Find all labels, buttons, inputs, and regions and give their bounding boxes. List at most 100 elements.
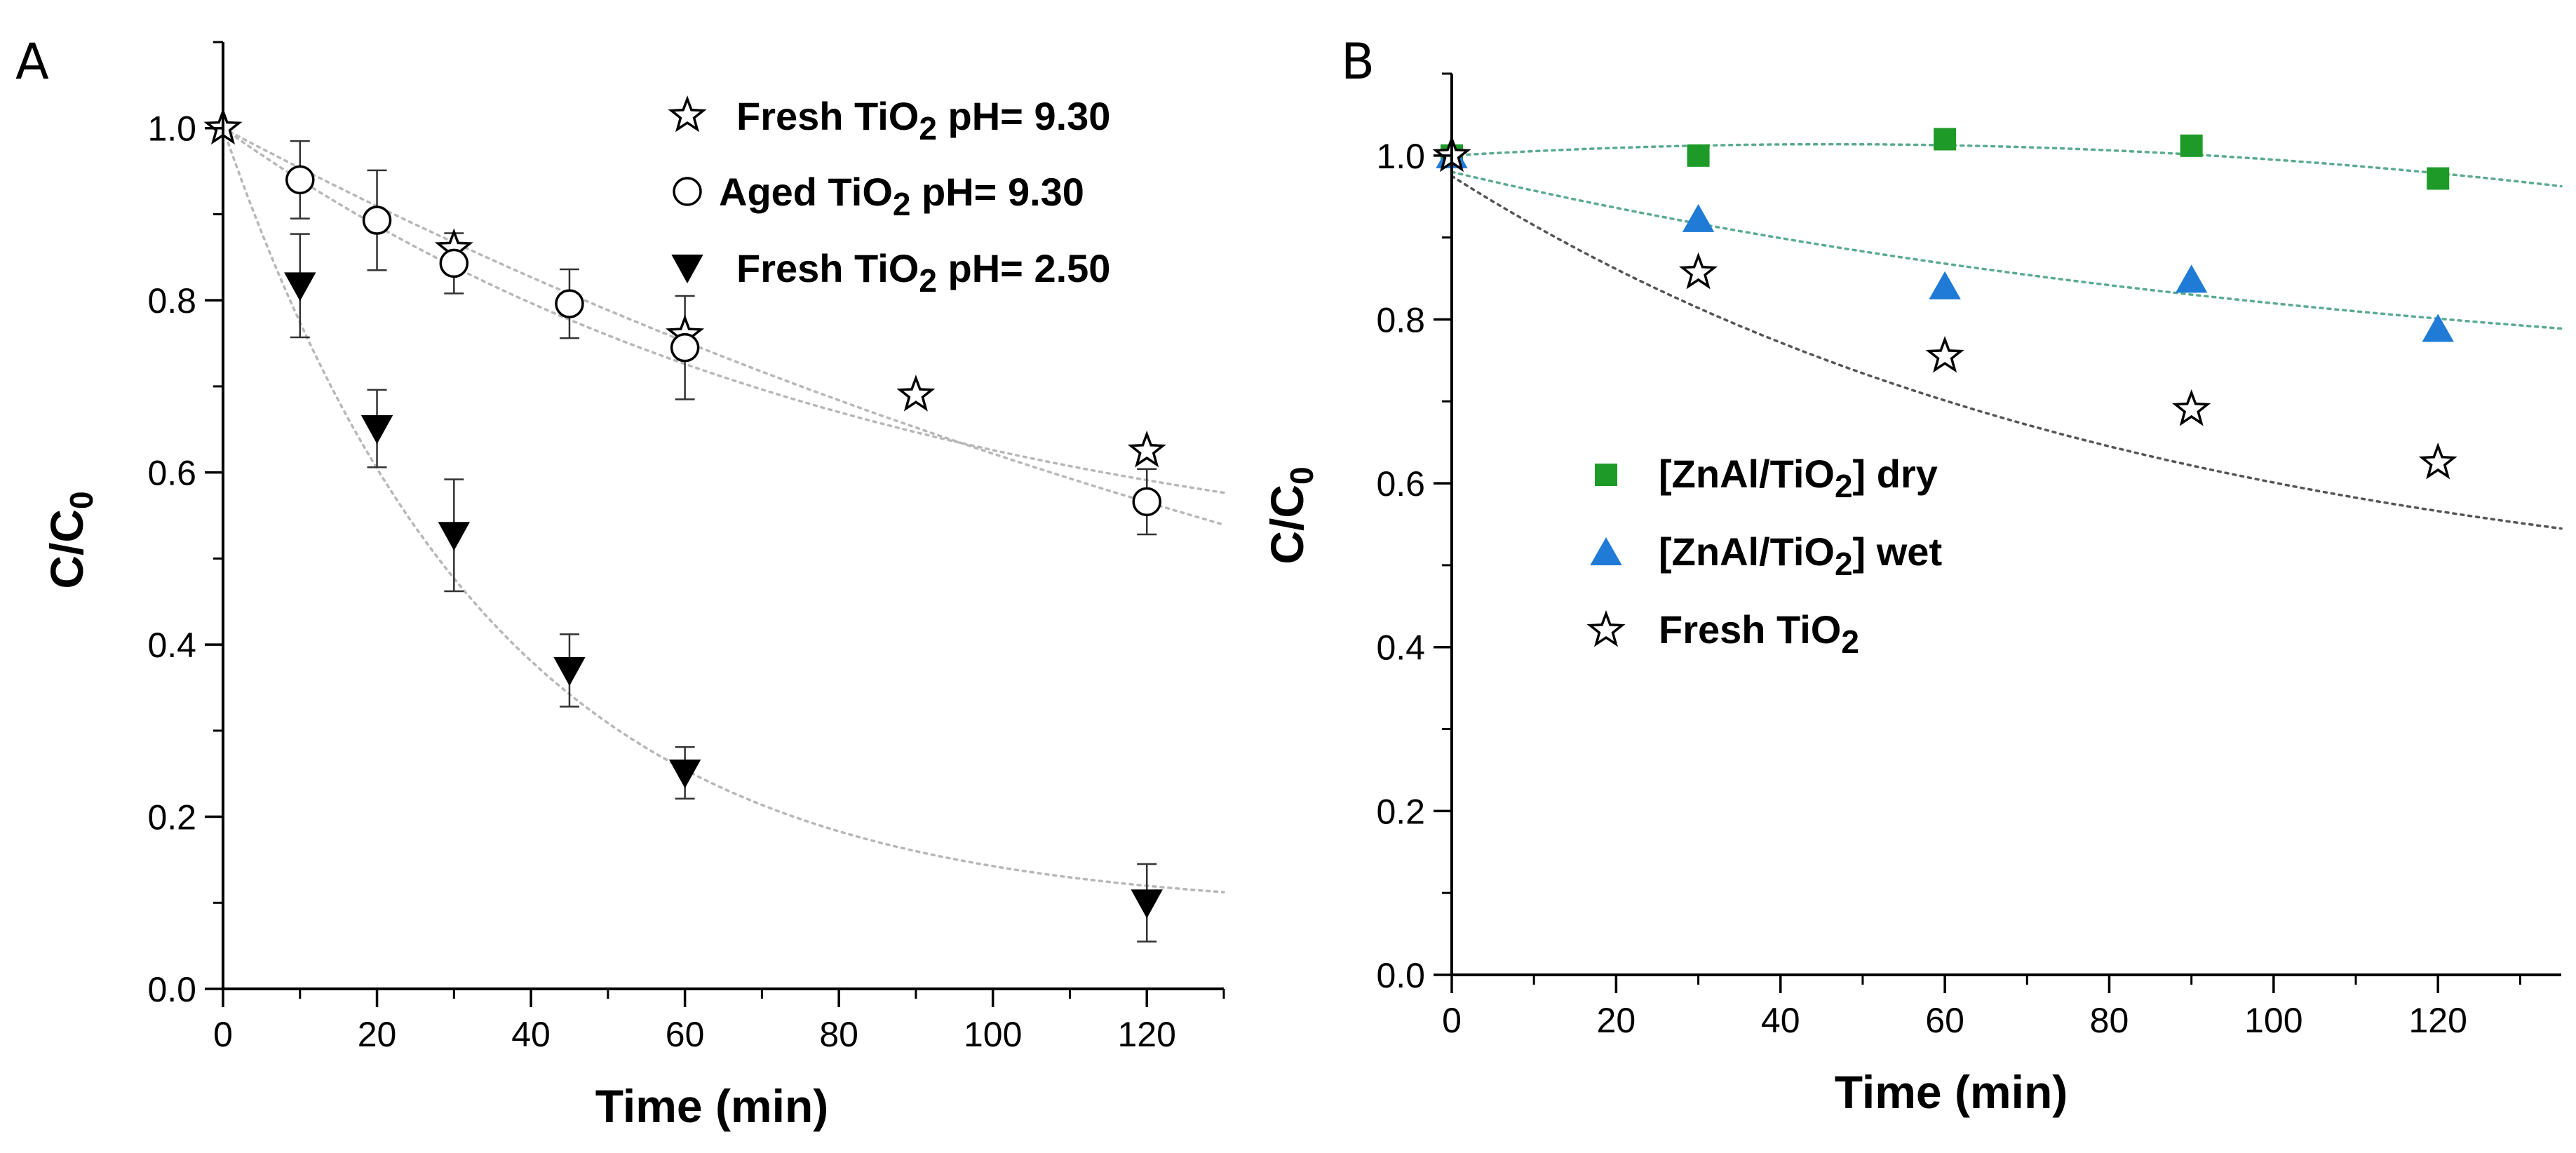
y-tick-labels: 0.0 0.2 0.4 0.6 0.8 1.0: [1376, 137, 1425, 995]
fit-curve: [222, 126, 1225, 526]
x-tick-label: 40: [511, 1015, 551, 1054]
data-point-circle: [439, 248, 469, 278]
legend-label: Fresh TiO2 pH= 9.30: [736, 94, 1110, 147]
data-point-triangle-up: [2422, 313, 2454, 342]
chart-panel-b: 0 20 40 60 80 100 120 0.0 0.2 0.4 0.6 0.8 1.0 Time …: [1261, 72, 2563, 1118]
legend: [ZnAl/TiO2] dry [ZnAl/TiO2] wet Fresh Ti…: [1586, 452, 1942, 660]
data-point-triangle-down: [360, 415, 393, 445]
data-point-star: [1678, 252, 1718, 290]
x-tick-label: 60: [666, 1015, 705, 1054]
y-tick-label: 0.8: [147, 281, 196, 321]
legend-label: Aged TiO2 pH= 9.30: [719, 170, 1084, 222]
data-point-square: [1687, 144, 1710, 167]
legend: Fresh TiO2 pH= 9.30 Aged TiO2 pH= 9.30 F…: [668, 94, 1110, 299]
data-points: [1432, 128, 2457, 480]
data-point-triangle-down: [438, 522, 471, 551]
legend-marker-circle: [673, 177, 702, 206]
fit-curve: [1450, 170, 2563, 330]
data-point-circle: [285, 165, 315, 195]
data-point-star: [1925, 335, 1964, 373]
data-point-square: [1934, 128, 1957, 151]
axes: [1434, 72, 2561, 993]
data-point-star: [668, 95, 707, 133]
data-point-star: [2172, 389, 2211, 426]
data-point-circle: [1132, 487, 1161, 517]
y-tick-label: 0.2: [147, 798, 196, 837]
x-tick-label: 60: [1925, 1001, 1964, 1040]
legend-marker-square: [1595, 464, 1617, 486]
fit-curve: [1450, 175, 2563, 530]
legend-item: [ZnAl/TiO2] wet: [1590, 530, 1942, 582]
fit-curves: [222, 126, 1225, 894]
legend-label: [ZnAl/TiO2] dry: [1659, 452, 1938, 504]
y-tick-label: 0.0: [1376, 956, 1425, 995]
x-tick-label: 0: [213, 1015, 233, 1054]
x-tick-label: 20: [358, 1015, 397, 1054]
y-tick-label: 0.2: [1376, 792, 1425, 831]
y-tick-label: 0.6: [1376, 464, 1425, 504]
data-point-star: [1586, 609, 1626, 647]
legend-marker-triangle-down: [671, 255, 703, 284]
axes: [205, 41, 1225, 1007]
x-tick-label: 120: [1118, 1015, 1176, 1054]
legend-item: Aged TiO2 pH= 9.30: [673, 170, 1084, 222]
legend-label: Fresh TiO2: [1659, 607, 1859, 660]
y-tick-labels: 0.0 0.2 0.4 0.6 0.8 1.0: [147, 109, 196, 1009]
fit-curve: [1450, 142, 2563, 188]
x-tick-label: 0: [1442, 1001, 1462, 1040]
x-axis-title: Time (min): [1835, 1066, 2068, 1118]
data-point-circle: [670, 332, 700, 363]
y-tick-label: 0.4: [147, 626, 196, 665]
legend-marker-triangle-up: [1590, 537, 1622, 565]
y-tick-label: 1.0: [147, 109, 196, 149]
chart-panel-a: 0 20 40 60 80 100 120 0.0 0.2 0.4 0.6 0.8 1.0 Time …: [41, 41, 1225, 1132]
fit-curves: [1450, 142, 2563, 530]
data-point-star: [2418, 442, 2457, 480]
data-point-triangle-up: [1590, 537, 1622, 565]
data-point-triangle-up: [1929, 271, 1961, 299]
data-point-circle: [673, 177, 702, 206]
fit-curve: [222, 126, 1225, 894]
data-point-square: [2180, 134, 2203, 157]
data-point-triangle-down: [671, 255, 703, 284]
y-axis-title: C/C0: [41, 491, 100, 588]
y-tick-label: 0.4: [1376, 628, 1425, 668]
x-tick-label: 80: [819, 1015, 858, 1054]
y-axis-title: C/C0: [1261, 466, 1320, 564]
x-tick-label: 20: [1597, 1001, 1636, 1040]
x-tick-labels: 0 20 40 60 80 100 120: [1442, 1001, 2467, 1040]
legend-item: [ZnAl/TiO2] dry: [1595, 452, 1938, 504]
data-point-triangle-down: [668, 759, 701, 789]
data-point-triangle-up: [1682, 203, 1715, 232]
legend-marker-star: [1586, 609, 1626, 647]
y-tick-label: 0.0: [147, 970, 196, 1009]
y-tick-label: 0.8: [1376, 300, 1425, 339]
x-tick-label: 40: [1761, 1001, 1800, 1040]
data-point-triangle-down: [1131, 889, 1163, 919]
legend-item: Fresh TiO2 pH= 2.50: [671, 246, 1110, 299]
data-point-triangle-down: [284, 272, 316, 302]
x-tick-label: 100: [964, 1015, 1022, 1054]
x-axis-title: Time (min): [595, 1080, 828, 1132]
x-tick-label: 80: [2090, 1001, 2129, 1040]
data-point-triangle-down: [553, 656, 586, 686]
data-points: [203, 107, 1166, 919]
legend-label: [ZnAl/TiO2] wet: [1659, 530, 1942, 582]
fit-curve: [222, 126, 1225, 494]
panel-b-label: B: [1341, 33, 1375, 90]
panel-a-label: A: [15, 33, 49, 90]
y-tick-label: 0.6: [147, 454, 196, 493]
legend-item: Fresh TiO2: [1586, 607, 1859, 660]
data-point-triangle-up: [2175, 264, 2208, 293]
legend-marker-star: [668, 95, 707, 133]
legend-label: Fresh TiO2 pH= 2.50: [736, 246, 1110, 299]
data-point-star: [896, 375, 936, 412]
x-tick-label: 100: [2244, 1001, 2302, 1040]
y-tick-label: 1.0: [1376, 137, 1425, 176]
data-point-square: [2427, 167, 2450, 190]
data-point-square: [1595, 464, 1617, 486]
x-tick-labels: 0 20 40 60 80 100 120: [213, 1015, 1176, 1054]
x-tick-label: 120: [2409, 1001, 2467, 1040]
data-point-circle: [555, 289, 584, 318]
